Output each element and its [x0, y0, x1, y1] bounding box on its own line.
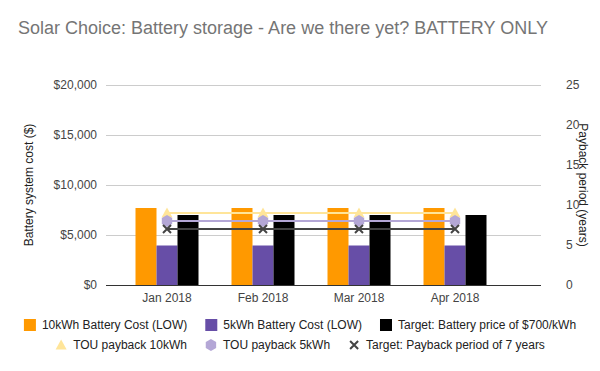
point	[451, 225, 459, 233]
y-axis-title: Battery system cost ($)	[22, 124, 36, 247]
bar	[445, 246, 466, 286]
legend-label: TOU payback 10kWh	[73, 338, 187, 352]
y2-axis-title: Payback period (years)	[576, 123, 590, 246]
legend-item: 5kWh Battery Cost (LOW)	[205, 318, 362, 332]
x-tick-label: Feb 2018	[238, 291, 289, 305]
bar	[466, 215, 487, 285]
y2-tick-label: 5	[566, 238, 573, 252]
bar	[370, 215, 391, 285]
grid-line	[106, 185, 541, 186]
bar	[178, 215, 199, 285]
legend-swatch	[380, 319, 392, 331]
grid-line	[106, 135, 541, 136]
x-tick-label: Apr 2018	[431, 291, 480, 305]
line	[167, 212, 455, 214]
grid-line	[106, 85, 541, 86]
legend-item: Target: Payback period of 7 years	[350, 338, 545, 352]
marks	[136, 208, 487, 286]
legend: 10kWh Battery Cost (LOW) 5kWh Battery Cos…	[24, 318, 576, 352]
bar	[136, 208, 157, 285]
legend-item: TOU payback 5kWh	[206, 338, 330, 352]
legend-label: Target: Payback period of 7 years	[366, 338, 545, 352]
legend-item: TOU payback 10kWh	[56, 338, 187, 352]
legend-swatch	[24, 319, 36, 331]
y-tick-label: $5,000	[60, 228, 97, 242]
legend-label: 10kWh Battery Cost (LOW)	[42, 318, 187, 332]
legend-item: 10kWh Battery Cost (LOW)	[24, 318, 187, 332]
x-tick-label: Mar 2018	[334, 291, 385, 305]
y2-tick-label: 0	[566, 278, 573, 292]
y2-tick-label: 25	[566, 78, 580, 92]
y-tick-label: $10,000	[54, 178, 98, 192]
point	[355, 225, 363, 233]
bar	[328, 208, 349, 285]
legend-swatch	[350, 341, 358, 349]
point	[259, 225, 267, 233]
legend-swatch	[205, 319, 217, 331]
legend-label: TOU payback 5kWh	[223, 338, 330, 352]
bar	[232, 208, 253, 285]
point	[163, 225, 171, 233]
legend-swatch	[206, 339, 216, 351]
y-tick-label: $15,000	[54, 128, 98, 142]
chart-title: Solar Choice: Battery storage - Are we t…	[18, 16, 563, 40]
bar	[253, 246, 274, 286]
bar	[157, 246, 178, 286]
y-tick-label: $0	[84, 278, 98, 292]
legend-swatch	[56, 340, 67, 350]
line	[167, 220, 455, 222]
grid	[106, 85, 541, 285]
bar	[349, 246, 370, 286]
legend-label: Target: Battery price of $700/kWh	[398, 318, 576, 332]
line	[167, 228, 455, 230]
bar	[274, 215, 295, 285]
y-tick-label: $20,000	[54, 78, 98, 92]
legend-label: 5kWh Battery Cost (LOW)	[223, 318, 362, 332]
bar	[424, 208, 445, 285]
x-tick-label: Jan 2018	[142, 291, 192, 305]
legend-item: Target: Battery price of $700/kWh	[380, 318, 576, 332]
chart-svg: $0$5,000$10,000$15,000$20,0000510152025B…	[0, 0, 600, 371]
